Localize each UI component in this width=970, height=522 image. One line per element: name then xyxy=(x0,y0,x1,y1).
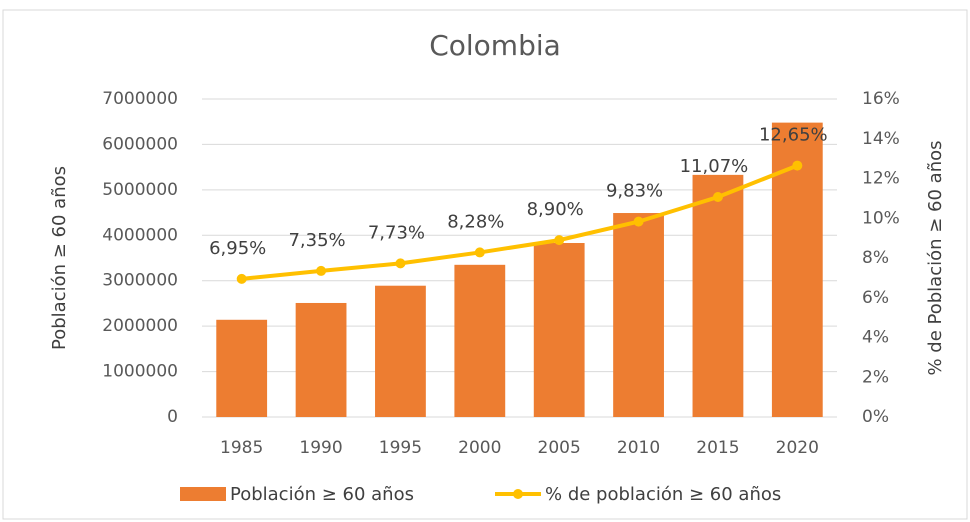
y-tick-label: 6000000 xyxy=(102,134,178,154)
line-point xyxy=(474,247,485,258)
y-tick-label: 2000000 xyxy=(102,316,178,336)
legend-label: Población ≥ 60 años xyxy=(230,484,414,505)
bar xyxy=(692,174,744,417)
y2-tick-label: 10% xyxy=(862,208,900,228)
x-tick-label: 1995 xyxy=(379,438,422,458)
line-point xyxy=(792,160,803,171)
y2-tick-label: 4% xyxy=(862,328,889,348)
y-tick-label: 3000000 xyxy=(102,271,178,291)
y2-tick-label: 6% xyxy=(862,288,889,308)
y2-axis-title: % de Población ≥ 60 años xyxy=(925,140,946,375)
x-tick-label: 1985 xyxy=(220,438,263,458)
y2-tick-label: 2% xyxy=(862,367,889,387)
y-tick-label: 1000000 xyxy=(102,362,178,382)
x-tick-label: 2010 xyxy=(617,438,660,458)
legend-swatch xyxy=(180,487,226,501)
data-label: 7,73% xyxy=(368,222,425,243)
y2-tick-label: 16% xyxy=(862,89,900,109)
line-point xyxy=(236,273,247,284)
y-tick-label: 5000000 xyxy=(102,180,178,200)
x-tick-label: 2000 xyxy=(458,438,501,458)
y2-tick-label: 0% xyxy=(862,407,889,427)
bar xyxy=(454,264,506,417)
legend-swatch xyxy=(513,489,523,499)
y2-tick-label: 8% xyxy=(862,248,889,268)
y-tick-label: 4000000 xyxy=(102,225,178,245)
bar xyxy=(216,319,268,417)
x-tick-label: 2020 xyxy=(776,438,819,458)
x-tick-label: 2015 xyxy=(696,438,739,458)
x-tick-label: 1990 xyxy=(299,438,342,458)
legend-label: % de población ≥ 60 años xyxy=(545,484,781,505)
line-point xyxy=(316,265,327,276)
bar xyxy=(295,302,347,417)
x-tick-label: 2005 xyxy=(538,438,581,458)
data-label: 8,28% xyxy=(447,211,504,232)
line-point xyxy=(554,235,565,246)
bar xyxy=(375,285,426,417)
line-point xyxy=(633,216,644,227)
y2-tick-label: 12% xyxy=(862,169,900,189)
y2-tick-label: 14% xyxy=(862,129,900,149)
data-label: 6,95% xyxy=(209,238,266,259)
chart-title: Colombia xyxy=(429,29,561,62)
bar xyxy=(613,213,664,417)
line-point xyxy=(395,258,406,269)
data-label: 9,83% xyxy=(606,181,663,202)
y-tick-label: 0 xyxy=(167,407,178,427)
data-label: 12,65% xyxy=(759,125,828,146)
data-label: 7,35% xyxy=(288,230,345,251)
data-label: 8,90% xyxy=(527,199,584,220)
y-axis-title: Población ≥ 60 años xyxy=(49,166,70,350)
data-label: 11,07% xyxy=(680,156,749,177)
bar xyxy=(533,243,585,417)
y-tick-label: 7000000 xyxy=(102,89,178,109)
line-point xyxy=(712,191,723,202)
line xyxy=(241,163,799,281)
